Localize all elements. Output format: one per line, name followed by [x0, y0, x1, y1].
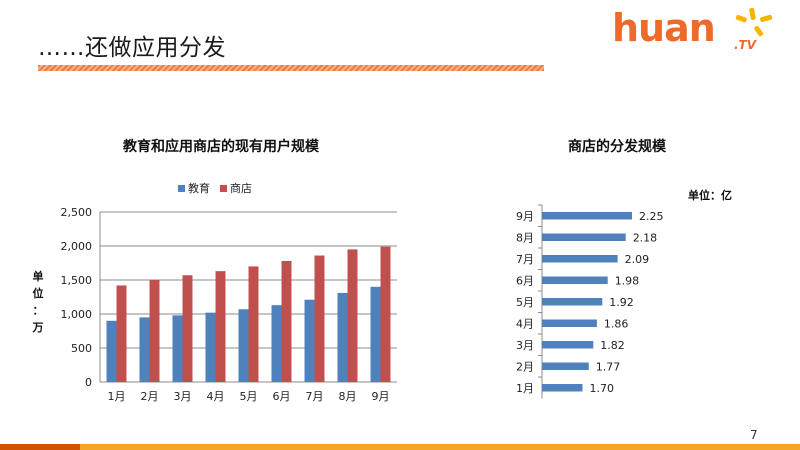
huan-tv-logo: huan .TV	[612, 6, 782, 60]
x-tick-label: 3月	[174, 390, 192, 403]
y-tick-label: 5月	[516, 296, 534, 309]
unit-label: 单位：亿	[688, 188, 732, 202]
chart2-title: 商店的分发规模	[568, 139, 666, 155]
x-tick-label: 4月	[207, 390, 225, 403]
bar-education	[172, 315, 183, 382]
y-tick-label: 500	[71, 342, 92, 355]
data-label: 2.25	[639, 210, 664, 223]
y-tick-label: 2,500	[61, 206, 93, 219]
bar	[542, 233, 626, 241]
data-label: 1.92	[609, 296, 634, 309]
y-tick-label: 1,000	[61, 308, 93, 321]
x-tick-label: 2月	[141, 390, 159, 403]
bar-store	[182, 275, 193, 382]
data-label: 2.18	[633, 231, 658, 244]
bar-education	[238, 309, 249, 382]
bar-store	[149, 280, 160, 382]
bottom-bar-left	[0, 444, 80, 450]
bar-education	[139, 317, 150, 382]
y-tick-label: 8月	[516, 231, 534, 244]
logo-text: huan	[612, 6, 716, 50]
bar-store	[281, 260, 292, 382]
legend-label: 商店	[230, 181, 252, 195]
bottom-bar	[80, 444, 800, 450]
bar	[542, 319, 597, 327]
bar-store	[380, 246, 391, 382]
bar	[542, 384, 583, 392]
bar-education	[337, 292, 348, 382]
bar-store	[116, 285, 127, 382]
bar	[542, 276, 608, 284]
y-tick-label: 7月	[516, 253, 534, 266]
bar	[542, 341, 594, 349]
data-label: 1.70	[590, 382, 615, 395]
bar-education	[271, 305, 282, 382]
y-tick-label: 9月	[516, 210, 534, 223]
chart1-title: 教育和应用商店的现有用户规模	[123, 139, 319, 155]
page-number: 7	[750, 428, 758, 442]
data-label: 1.77	[596, 360, 621, 373]
sparkle-icon	[735, 8, 773, 37]
x-tick-label: 5月	[240, 390, 258, 403]
bar-education	[370, 286, 381, 382]
y-tick-label: 2,000	[61, 240, 93, 253]
bar-store	[248, 266, 259, 382]
logo-suffix: .TV	[734, 38, 757, 52]
bar-store	[347, 249, 358, 382]
y-axis-label-char: 单	[33, 269, 44, 283]
data-label: 1.98	[615, 274, 640, 287]
y-tick-label: 2月	[516, 360, 534, 373]
bar	[542, 255, 618, 263]
legend-swatch	[220, 185, 227, 192]
slide-title: ……还做应用分发	[38, 35, 226, 61]
y-axis-label-char: ：	[33, 304, 44, 317]
bar-education	[304, 299, 315, 382]
y-axis-label-char: 万	[32, 321, 44, 334]
y-tick-label: 4月	[516, 317, 534, 330]
x-tick-label: 7月	[306, 390, 324, 403]
x-tick-label: 9月	[372, 390, 390, 403]
x-tick-label: 6月	[273, 390, 291, 403]
title-underline	[38, 65, 544, 71]
bar	[542, 212, 632, 220]
y-tick-label: 6月	[516, 274, 534, 287]
data-label: 1.86	[604, 317, 629, 330]
data-label: 1.82	[600, 339, 625, 352]
legend-swatch	[178, 185, 185, 192]
users-bar-chart: 0 500 1,000 1,500 2,000 2,500 1月 2月 3月 4月 5月 6月 7月 8月…	[32, 181, 397, 403]
bar-store	[314, 255, 325, 382]
y-tick-label: 1,500	[61, 274, 93, 287]
bar	[542, 298, 603, 306]
y-axis-label-char: 位	[33, 286, 44, 300]
y-tick-label: 0	[85, 376, 92, 389]
legend-label: 教育	[188, 181, 210, 195]
x-tick-label: 1月	[108, 390, 126, 403]
data-label: 2.09	[625, 253, 650, 266]
bar-store	[215, 271, 226, 382]
distribution-bar-chart: 单位：亿 9月 2.25 8月 2.18 7月 2.09 6月 1.98 5月 1.92 4月 1.86…	[516, 188, 732, 399]
bar	[542, 362, 589, 370]
y-tick-label: 3月	[516, 339, 534, 352]
y-tick-label: 1月	[516, 382, 534, 395]
bar-education	[205, 312, 216, 382]
bar-education	[106, 320, 117, 382]
x-tick-label: 8月	[339, 390, 357, 403]
